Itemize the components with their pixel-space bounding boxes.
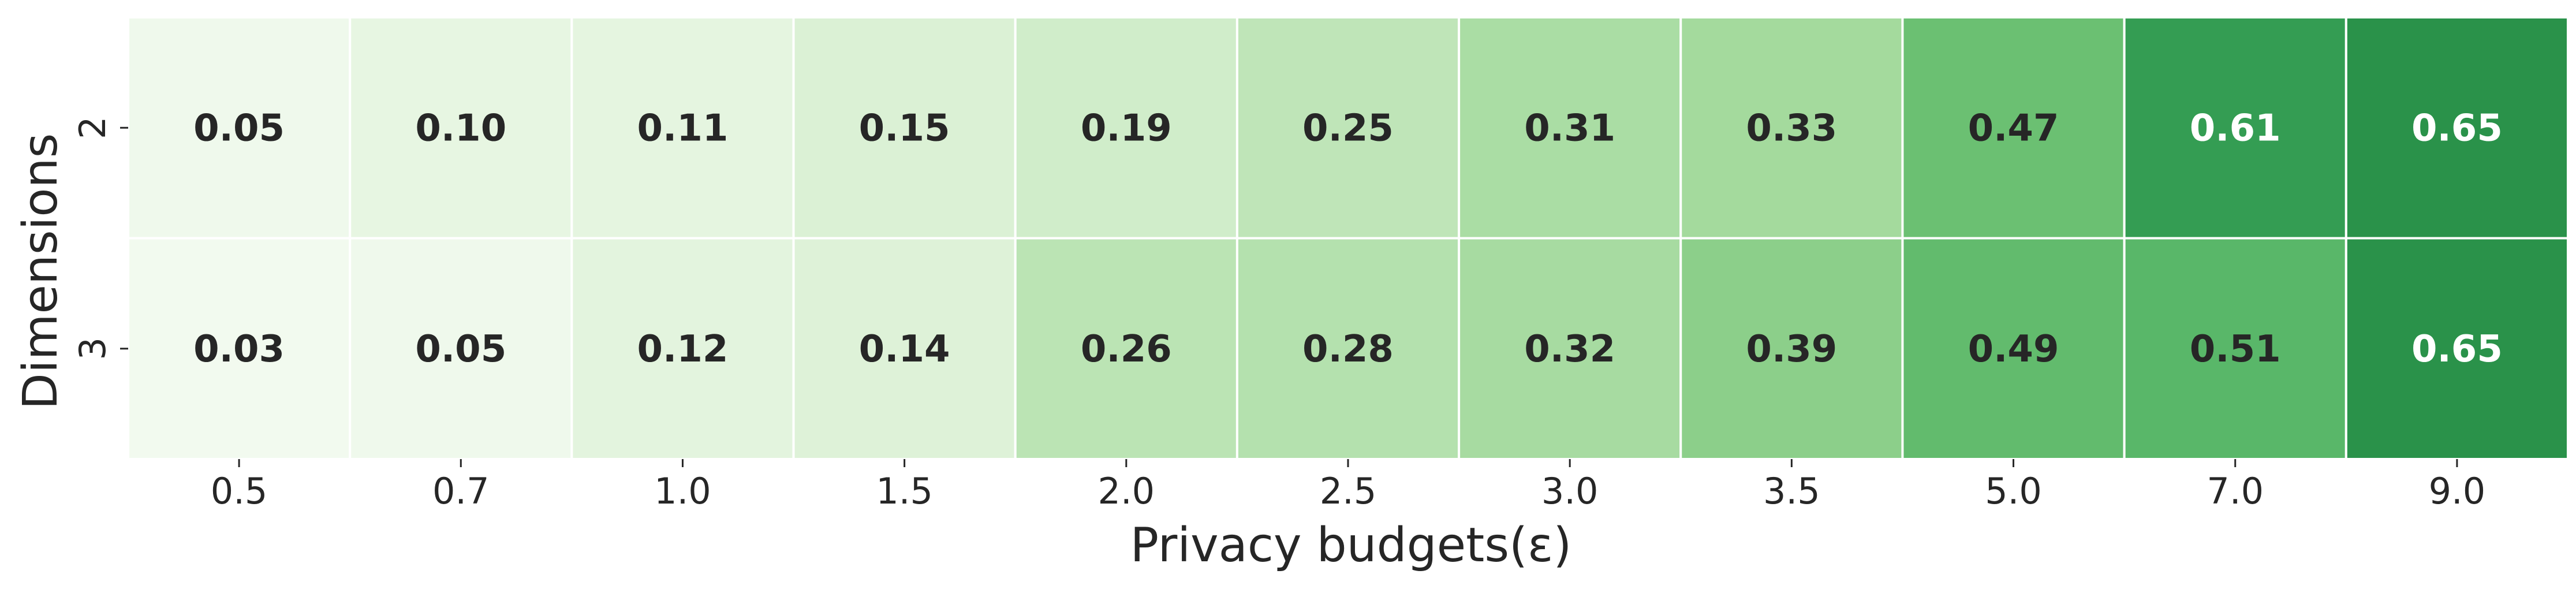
heatmap-cell — [1679, 16, 1904, 240]
heatmap-cells — [127, 16, 2569, 460]
cell-value-label: 0.31 — [1524, 107, 1615, 150]
cell-value-label: 0.39 — [1746, 328, 1837, 371]
x-tick-label: 1.5 — [876, 470, 933, 512]
heatmap-cell — [2123, 16, 2347, 240]
heatmap-cell — [1014, 237, 1238, 460]
cell-value-label: 0.47 — [1968, 107, 2059, 150]
heatmap-cell — [1458, 237, 1682, 460]
x-tick-label: 9.0 — [2429, 470, 2486, 512]
heatmap-cell — [1901, 237, 2126, 460]
heatmap-cell — [1014, 16, 1238, 240]
heatmap-cell — [349, 237, 573, 460]
x-axis-ticks: 0.5 0.7 1.0 1.5 2.0 2.5 3.0 3.5 5.0 7.0 9.0 — [211, 459, 2485, 512]
heatmap-cell — [127, 16, 352, 240]
heatmap-cell — [127, 237, 352, 460]
cell-value-label: 0.15 — [859, 107, 950, 150]
heatmap-cell — [570, 16, 795, 240]
x-tick-label: 3.5 — [1763, 470, 1820, 512]
cell-value-label: 0.28 — [1302, 328, 1394, 371]
heatmap-cell — [570, 237, 795, 460]
heatmap-cell — [2123, 237, 2347, 460]
y-tick-label: 3 — [72, 337, 114, 360]
cell-value-label: 0.14 — [859, 328, 950, 371]
cell-value-label: 0.49 — [1968, 328, 2059, 371]
cell-value-label: 0.65 — [2411, 328, 2503, 371]
cell-value-label: 0.25 — [1302, 107, 1394, 150]
cell-value-label: 0.05 — [415, 328, 506, 371]
x-axis-label: Privacy budgets(ε) — [1130, 518, 1572, 573]
cell-value-label: 0.10 — [415, 107, 506, 150]
cell-value-label: 0.03 — [193, 328, 285, 371]
cell-value-label: 0.61 — [2190, 107, 2281, 150]
cell-value-label: 0.65 — [2411, 107, 2503, 150]
heatmap-cell — [2344, 237, 2569, 460]
heatmap-cell — [1235, 16, 1461, 240]
x-tick-label: 7.0 — [2207, 470, 2264, 512]
y-tick-label: 2 — [72, 117, 114, 139]
cell-value-label: 0.33 — [1746, 107, 1837, 150]
x-tick-label: 0.7 — [432, 470, 490, 512]
y-axis-ticks: 23 — [72, 117, 128, 360]
cell-value-label: 0.12 — [637, 328, 729, 371]
x-tick-label: 5.0 — [1985, 470, 2042, 512]
cell-value-label: 0.05 — [193, 107, 285, 150]
x-tick-label: 2.5 — [1320, 470, 1377, 512]
cell-value-label: 0.51 — [2190, 328, 2281, 371]
heatmap-cell — [792, 16, 1017, 240]
heatmap-cell — [2344, 16, 2569, 240]
cell-value-label: 0.11 — [637, 107, 729, 150]
y-axis-label: Dimensions — [13, 133, 68, 410]
heatmap-cell — [792, 237, 1017, 460]
heatmap-cell — [349, 16, 573, 240]
cell-value-label: 0.26 — [1081, 328, 1172, 371]
x-tick-label: 1.0 — [654, 470, 711, 512]
heatmap-cell-labels: 0.05 0.10 0.11 0.15 0.19 0.25 0.31 0.33 0.47 0.61… — [193, 107, 2503, 371]
heatmap-cell — [1235, 237, 1461, 460]
cell-value-label: 0.19 — [1081, 107, 1172, 150]
heatmap-cell — [1679, 237, 1904, 460]
x-tick-label: 3.0 — [1541, 470, 1599, 512]
x-tick-label: 2.0 — [1098, 470, 1155, 512]
cell-value-label: 0.32 — [1524, 328, 1615, 371]
x-tick-label: 0.5 — [211, 470, 268, 512]
